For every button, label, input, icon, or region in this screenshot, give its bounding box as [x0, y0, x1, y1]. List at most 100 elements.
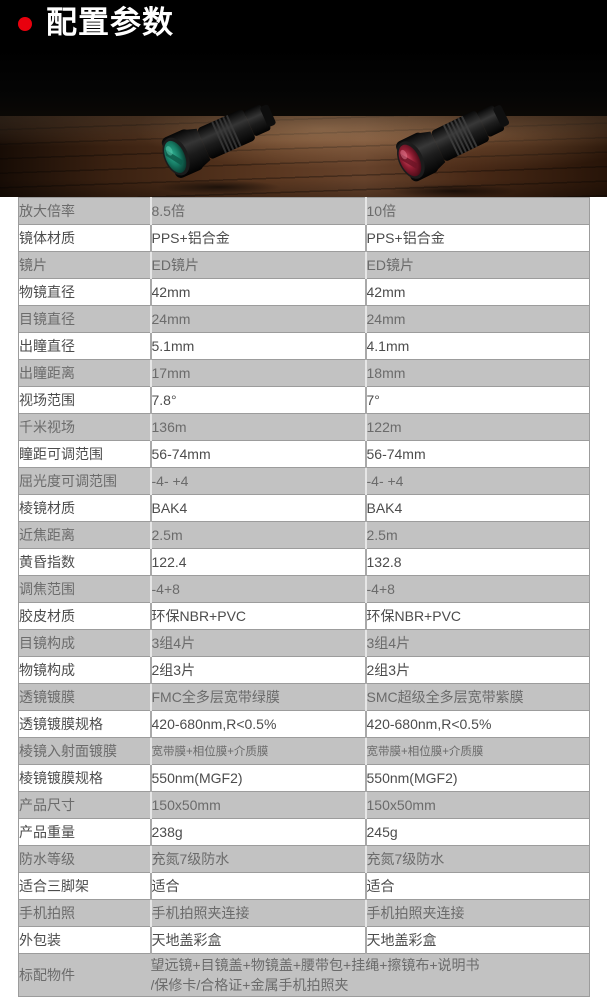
spec-table: 放大倍率 8.5倍 10倍 镜体材质 PPS+铝合金 PPS+铝合金 镜片 ED镜片 ED镜片物… [18, 197, 590, 997]
table-row: 产品尺寸 150x50mm 150x50mm [18, 791, 590, 819]
spec-value-cell: 适合 [149, 872, 366, 900]
spec-value-cell: 150x50mm [149, 791, 366, 819]
spec-value-cell: 550nm(MGF2) [149, 764, 366, 792]
spec-value-cell: 8.5倍 [149, 197, 366, 225]
spec-label-cell: 物镜直径 [18, 278, 151, 306]
spec-label-cell: 产品重量 [18, 818, 151, 846]
spec-value-cell: 10倍 [364, 197, 590, 225]
table-row: 透镜镀膜 FMC全多层宽带绿膜 SMC超级全多层宽带紫膜 [18, 683, 590, 711]
spec-value-cell: FMC全多层宽带绿膜 [149, 683, 366, 711]
spec-value-cell: 238g [149, 818, 366, 846]
spec-label-cell: 黄昏指数 [18, 548, 151, 576]
spec-value-cell: -4+8 [364, 575, 590, 603]
spec-value-cell: BAK4 [149, 494, 366, 522]
spec-value-cell: 42mm [364, 278, 590, 306]
spec-label-cell: 外包装 [18, 926, 151, 954]
spec-label-cell: 手机拍照 [18, 899, 151, 927]
spec-value-cell: 5.1mm [149, 332, 366, 360]
spec-label-cell: 产品尺寸 [18, 791, 151, 819]
monocular-left-image [161, 104, 276, 178]
spec-value-cell: 2.5m [149, 521, 366, 549]
spec-label-cell: 物镜构成 [18, 656, 151, 684]
spec-value-cell: 24mm [149, 305, 366, 333]
spec-label-cell: 标配物件 [18, 953, 151, 997]
product-photo [0, 48, 607, 198]
spec-label-cell: 透镜镀膜规格 [18, 710, 151, 738]
spec-label-cell: 近焦距离 [18, 521, 151, 549]
table-row: 物镜直径 42mm 42mm [18, 278, 590, 306]
spec-value-cell: 3组4片 [149, 629, 366, 657]
spec-label-cell: 镜片 [18, 251, 151, 279]
spec-value-cell: 550nm(MGF2) [364, 764, 590, 792]
section-header: 配置参数 [0, 0, 607, 48]
spec-label-cell: 出瞳距离 [18, 359, 151, 387]
table-row: 标配物件 望远镜+目镜盖+物镜盖+腰带包+挂绳+擦镜布+说明书/保修卡/合格证+金… [18, 953, 590, 997]
table-row: 黄昏指数 122.4 132.8 [18, 548, 590, 576]
monocular-right-shadow [388, 184, 518, 198]
spec-label-cell: 棱镜镀膜规格 [18, 764, 151, 792]
spec-value-cell: PPS+铝合金 [364, 224, 590, 252]
table-row: 镜体材质 PPS+铝合金 PPS+铝合金 [18, 224, 590, 252]
spec-label-cell: 调焦范围 [18, 575, 151, 603]
monocular-right-image [396, 105, 510, 182]
spec-label-cell: 镜体材质 [18, 224, 151, 252]
table-row: 手机拍照 手机拍照夹连接 手机拍照夹连接 [18, 899, 590, 927]
spec-label-cell: 瞳距可调范围 [18, 440, 151, 468]
spec-value-cell: 150x50mm [364, 791, 590, 819]
table-row: 棱镜入射面镀膜 宽带膜+相位膜+介质膜 宽带膜+相位膜+介质膜 [18, 737, 590, 765]
table-row: 调焦范围 -4+8 -4+8 [18, 575, 590, 603]
spec-label-cell: 防水等级 [18, 845, 151, 873]
wood-table-surface [0, 116, 607, 197]
table-row: 透镜镀膜规格 420-680nm,R<0.5% 420-680nm,R<0.5% [18, 710, 590, 738]
table-row: 屈光度可调范围 -4- +4 -4- +4 [18, 467, 590, 495]
spec-label-cell: 胶皮材质 [18, 602, 151, 630]
spec-value-line: /保修卡/合格证+金属手机拍照夹 [150, 977, 349, 993]
table-row: 出瞳距离 17mm 18mm [18, 359, 590, 387]
spec-label-cell: 棱镜材质 [18, 494, 151, 522]
spec-value-cell: 宽带膜+相位膜+介质膜 [364, 737, 590, 765]
spec-value-cell: 2组3片 [149, 656, 366, 684]
spec-value-cell: 122.4 [149, 548, 366, 576]
spec-value-cell: 手机拍照夹连接 [149, 899, 366, 927]
spec-label-cell: 目镜构成 [18, 629, 151, 657]
table-row: 视场范围 7.8° 7° [18, 386, 590, 414]
spec-value-cell: 42mm [149, 278, 366, 306]
spec-value-cell: 18mm [364, 359, 590, 387]
photo-vignette [0, 116, 607, 197]
spec-value-cell: -4+8 [149, 575, 366, 603]
spec-value-cell: 17mm [149, 359, 366, 387]
table-row: 适合三脚架 适合 适合 [18, 872, 590, 900]
table-row: 外包装 天地盖彩盒 天地盖彩盒 [18, 926, 590, 954]
spec-value-cell: 3组4片 [364, 629, 590, 657]
spec-value-cell: 245g [364, 818, 590, 846]
spec-value-cell: 充氮7级防水 [364, 845, 590, 873]
table-row: 产品重量 238g 245g [18, 818, 590, 846]
table-row: 出瞳直径 5.1mm 4.1mm [18, 332, 590, 360]
spec-label-cell: 棱镜入射面镀膜 [18, 737, 151, 765]
spec-value-cell: 宽带膜+相位膜+介质膜 [149, 737, 366, 765]
table-row: 物镜构成 2组3片 2组3片 [18, 656, 590, 684]
monocular-left-shadow [156, 180, 281, 194]
spec-value-cell: 24mm [364, 305, 590, 333]
spec-label-cell: 放大倍率 [18, 197, 151, 225]
page-title: 配置参数 [46, 5, 174, 40]
spec-label-cell: 出瞳直径 [18, 332, 151, 360]
spec-value-cell: 420-680nm,R<0.5% [364, 710, 590, 738]
spec-value-cell: 122m [364, 413, 590, 441]
spec-value-cell: 适合 [364, 872, 590, 900]
spec-value-cell: 420-680nm,R<0.5% [149, 710, 366, 738]
table-row: 放大倍率 8.5倍 10倍 [18, 197, 590, 225]
spec-value-span-cell: 望远镜+目镜盖+物镜盖+腰带包+挂绳+擦镜布+说明书/保修卡/合格证+金属手机拍… [150, 953, 590, 997]
spec-value-cell: 136m [149, 413, 366, 441]
spec-label-cell: 千米视场 [18, 413, 151, 441]
spec-label-cell: 屈光度可调范围 [18, 467, 151, 495]
bullet-dot-icon [18, 17, 32, 31]
spec-value-cell: 环保NBR+PVC [364, 602, 590, 630]
spec-label-cell: 目镜直径 [18, 305, 151, 333]
spec-value-cell: 4.1mm [364, 332, 590, 360]
spec-value-line: 望远镜+目镜盖+物镜盖+腰带包+挂绳+擦镜布+说明书 [150, 957, 480, 973]
spec-label-cell: 透镜镀膜 [18, 683, 151, 711]
spec-value-cell: -4- +4 [364, 467, 590, 495]
table-row: 目镜构成 3组4片 3组4片 [18, 629, 590, 657]
